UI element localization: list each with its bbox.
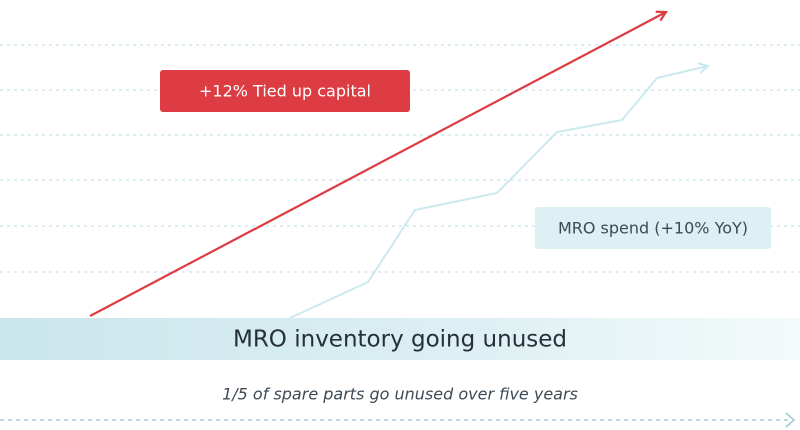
capital-label: +12% Tied up capital <box>199 82 371 101</box>
capital-badge <box>160 70 410 112</box>
timeline-arrowhead <box>785 412 796 428</box>
spend-trend <box>289 66 708 319</box>
capital-trend <box>89 12 666 317</box>
spend-label: MRO spend (+10% YoY) <box>558 219 748 238</box>
guide-lines <box>0 44 800 273</box>
caption: 1/5 of spare parts go unused over five y… <box>222 385 578 404</box>
banner <box>0 318 800 360</box>
banner-text: MRO inventory going unused <box>233 327 567 353</box>
spend-badge <box>535 207 771 249</box>
